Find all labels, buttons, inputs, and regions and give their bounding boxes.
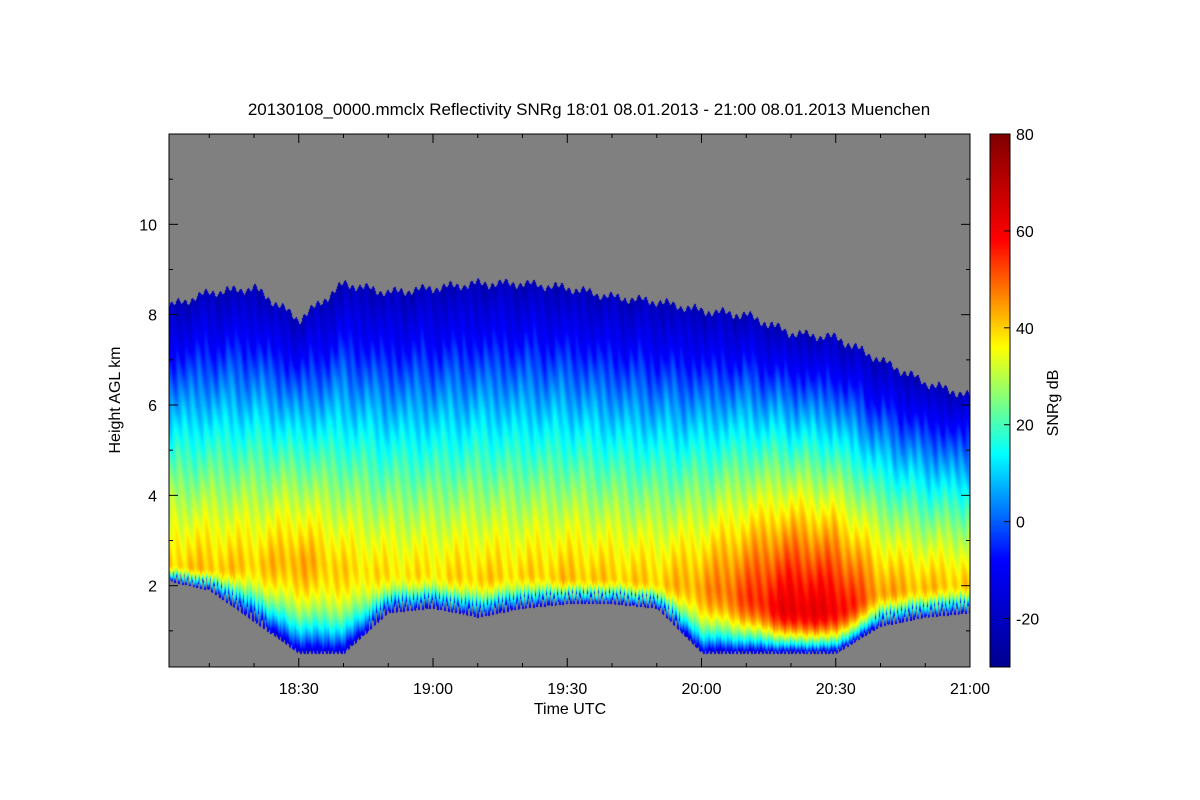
colorbar-tick-label: 0 <box>1016 515 1025 532</box>
y-tick-label: 6 <box>148 398 157 415</box>
plot-frame <box>168 133 971 668</box>
x-axis-label: Time UTC <box>534 701 606 718</box>
colorbar-tick-label: 80 <box>1016 127 1034 144</box>
y-axis-label: Height AGL km <box>107 346 124 453</box>
y-tick-label: 2 <box>148 579 157 596</box>
x-tick-label: 19:00 <box>413 681 453 698</box>
colorbar-tick-label: 60 <box>1016 224 1034 241</box>
colorbar-label: SNRg dB <box>1045 370 1062 437</box>
colorbar-gradient <box>989 133 1011 668</box>
x-tick-label: 20:30 <box>816 681 856 698</box>
colorbar-tick-label: 20 <box>1016 418 1034 435</box>
x-tick-label: 19:30 <box>547 681 587 698</box>
y-axis: 2 4 6 8 10 <box>139 178 970 632</box>
chart-title: 20130108_0000.mmclx Reflectivity SNRg 18… <box>248 100 930 119</box>
y-tick-label: 8 <box>148 308 157 325</box>
colorbar: -20 0 20 40 60 80 SNRg dB <box>989 127 1062 668</box>
colorbar-tick-label: -20 <box>1016 612 1039 629</box>
plot-area <box>168 133 971 668</box>
reflectivity-heatmap <box>169 134 970 667</box>
colorbar-tick-label: 40 <box>1016 321 1034 338</box>
x-tick-label: 20:00 <box>681 681 721 698</box>
y-tick-label: 10 <box>139 217 157 234</box>
x-tick-label: 18:30 <box>279 681 319 698</box>
x-tick-label: 21:00 <box>950 681 990 698</box>
y-tick-label: 4 <box>148 488 157 505</box>
colorbar-ticks: -20 0 20 40 60 80 <box>1004 127 1039 629</box>
x-axis: 18:30 19:00 19:30 20:00 20:30 21:00 <box>208 134 990 698</box>
